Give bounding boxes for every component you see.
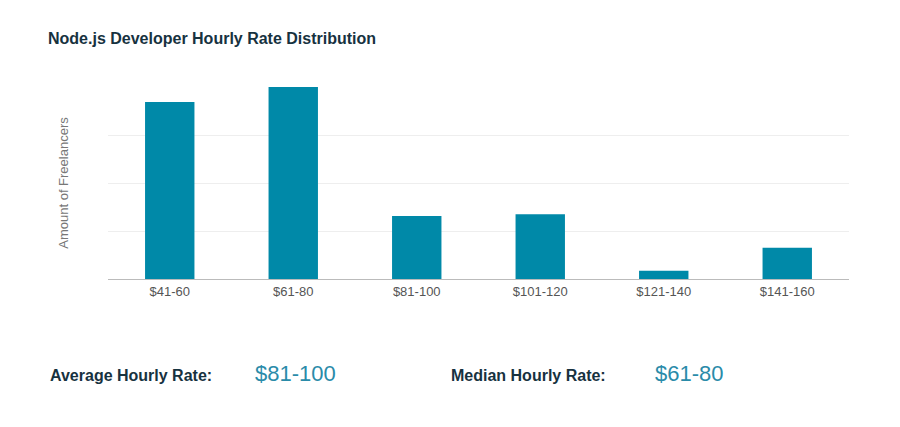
svg-text:$141-160: $141-160 (760, 284, 815, 299)
svg-text:Average Hourly Rate:: Average Hourly Rate: (50, 367, 212, 384)
svg-text:$61-80: $61-80 (273, 284, 313, 299)
svg-text:Median Hourly Rate:: Median Hourly Rate: (451, 367, 606, 384)
svg-text:$101-120: $101-120 (513, 284, 568, 299)
svg-text:$81-100: $81-100 (393, 284, 441, 299)
svg-text:$81-100: $81-100 (255, 361, 336, 386)
svg-text:$61-80: $61-80 (655, 361, 724, 386)
svg-text:Node.js Developer Hourly Rate: Node.js Developer Hourly Rate Distributi… (48, 30, 376, 47)
svg-text:$41-60: $41-60 (150, 284, 190, 299)
svg-text:$121-140: $121-140 (636, 284, 691, 299)
svg-text:Amount of Freelancers: Amount of Freelancers (56, 117, 71, 249)
